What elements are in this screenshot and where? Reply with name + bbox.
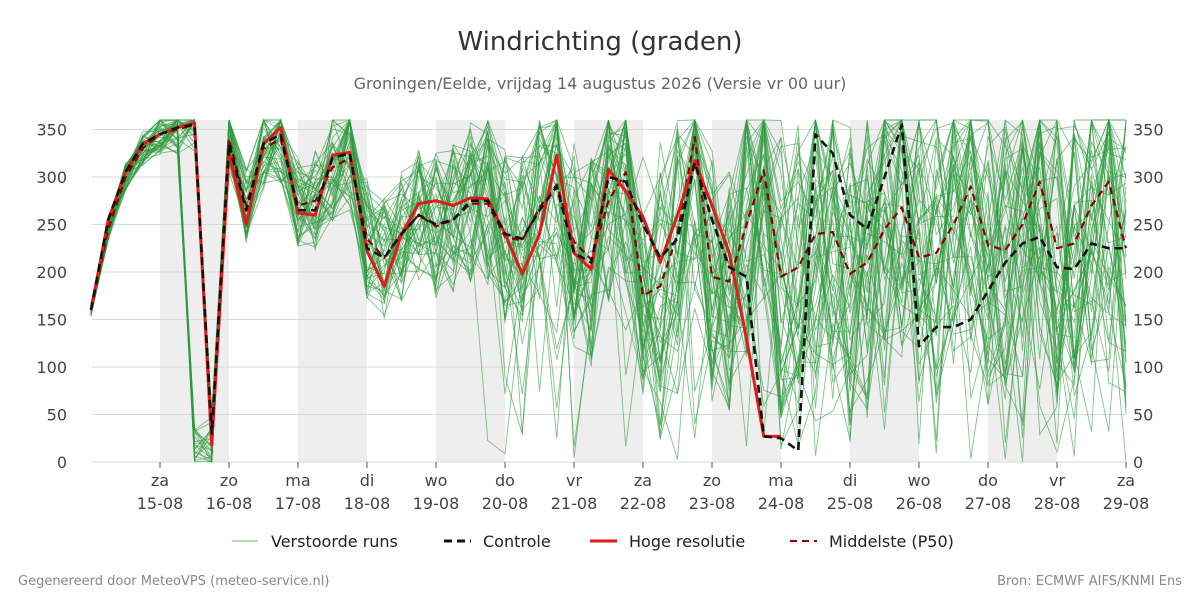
y-tick-label-right: 150 [1133,311,1164,330]
legend: Verstoorde runs Controle Hoge resolutie … [232,532,954,551]
y-tick-label-right: 100 [1133,358,1164,377]
x-tick-day: ma [768,471,793,490]
y-tick-label-left: 350 [36,121,67,140]
x-tick-day: zo [220,471,238,490]
x-axis: za 15-08 zo 16-08 ma 17-08 di 18-08 wo 19-08 do 20-… [137,462,1150,513]
y-tick-label-right: 0 [1133,453,1143,472]
ensemble-member-line [90,118,1127,439]
x-tick-date: 24-08 [758,494,805,513]
x-tick-date: 20-08 [482,494,529,513]
y-tick-label-left: 200 [36,263,67,282]
x-tick-day: do [495,471,515,490]
ensemble-member-line [90,119,1127,427]
ensemble-member-line [90,119,1127,459]
chart-subtitle: Groningen/Eelde, vrijdag 14 augustus 202… [354,74,847,93]
ensemble-member-line [90,118,1127,463]
y-tick-label-right: 300 [1133,168,1164,187]
x-tick-day: zo [703,471,721,490]
x-tick-date: 27-08 [965,494,1012,513]
footer-generated-by: Gegenereerd door MeteoVPS (meteo-service… [18,574,329,589]
x-tick-date: 28-08 [1034,494,1081,513]
x-tick-day: vr [566,471,582,490]
y-tick-label-left: 150 [36,311,67,330]
chart-title: Windrichting (graden) [457,27,742,57]
y-axis-right: 0 50 100 150 200 250 300 350 [1133,121,1164,473]
x-tick-date: 25-08 [827,494,874,513]
legend-label-hires: Hoge resolutie [629,532,745,551]
x-tick-date: 18-08 [344,494,391,513]
x-tick-date: 21-08 [551,494,598,513]
x-tick-date: 26-08 [896,494,943,513]
x-tick-date: 19-08 [413,494,460,513]
x-tick-day: do [978,471,998,490]
ensemble-member-line [90,119,1127,460]
legend-label-control: Controle [483,532,551,551]
control-line [89,123,1126,452]
legend-label-median: Middelste (P50) [829,532,954,551]
footer-source: Bron: ECMWF AIFS/KNMI Ens [997,574,1182,589]
x-tick-day: za [151,471,169,490]
y-tick-label-right: 250 [1133,216,1164,235]
y-tick-label-left: 50 [47,406,67,425]
y-tick-label-left: 100 [36,358,67,377]
x-tick-date: 23-08 [689,494,736,513]
x-tick-date: 16-08 [206,494,253,513]
legend-label-ensemble: Verstoorde runs [271,532,398,551]
y-axis-left: 0 50 100 150 200 250 300 350 [36,121,67,473]
x-tick-day: vr [1049,471,1065,490]
x-tick-day: wo [908,471,931,490]
x-tick-day: di [843,471,858,490]
ensemble-member-line [90,118,1127,444]
x-tick-date: 15-08 [137,494,184,513]
x-tick-day: za [634,471,652,490]
x-tick-day: za [1117,471,1135,490]
y-tick-label-left: 0 [57,453,67,472]
x-tick-date: 29-08 [1103,494,1150,513]
y-tick-label-left: 250 [36,216,67,235]
y-tick-label-right: 200 [1133,263,1164,282]
ensemble-member-line [90,118,1127,454]
x-tick-day: di [360,471,375,490]
y-tick-label-left: 300 [36,168,67,187]
x-tick-date: 22-08 [620,494,667,513]
ensemble-member-line [90,119,1126,424]
ensemble-member-line [90,119,1127,451]
x-tick-day: ma [285,471,310,490]
x-tick-day: wo [425,471,448,490]
main-series-lines [89,121,1128,452]
y-tick-label-right: 50 [1133,406,1153,425]
ensemble-member-line [90,119,1127,445]
x-tick-date: 17-08 [275,494,322,513]
y-tick-label-right: 350 [1133,121,1164,140]
